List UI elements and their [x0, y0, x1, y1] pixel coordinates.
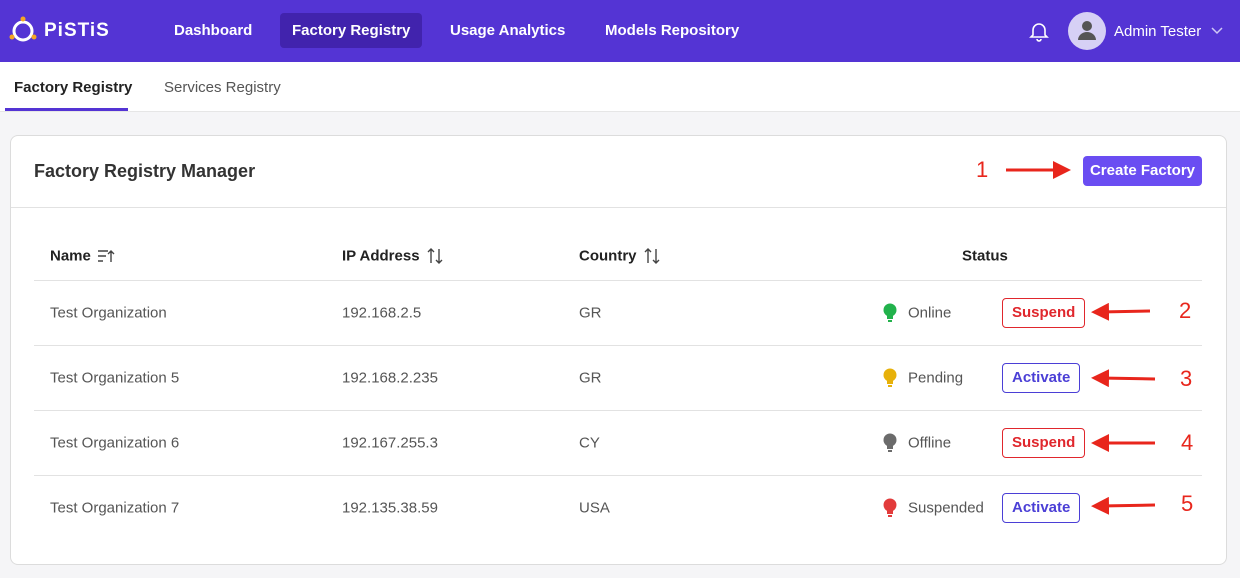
table-cell: Test Organization 6 [50, 434, 180, 452]
table-cell: 192.135.38.59 [342, 499, 438, 517]
status-icon-svg [883, 368, 897, 387]
column-header[interactable]: Country [579, 247, 637, 265]
annotation-number: 5 [1181, 491, 1194, 516]
status-icon [881, 498, 899, 523]
user-name[interactable]: Admin Tester [1114, 23, 1202, 40]
top-bar: PiSTiS Dashboard Factory Registry Usage An… [0, 0, 1240, 62]
table-cell: 192.167.255.3 [342, 434, 438, 452]
status-icon [881, 433, 899, 458]
tab[interactable]: Factory Registry [14, 79, 133, 96]
tab-underline [5, 108, 128, 111]
tab[interactable]: Services Registry [164, 79, 281, 96]
sort-icon [426, 247, 444, 270]
tab-bar: Factory Registry Services Registry [0, 62, 1240, 112]
status-icon-svg [883, 498, 897, 517]
row-divider [34, 280, 1202, 281]
column-header[interactable]: IP Address [342, 247, 420, 265]
action-button[interactable]: Activate [1002, 493, 1081, 523]
annotation-number: 4 [1181, 430, 1194, 455]
avatar[interactable] [1067, 11, 1107, 51]
status-text: Pending [908, 369, 964, 387]
nav-item[interactable]: Factory Registry [280, 13, 423, 48]
row-divider [34, 345, 1202, 346]
annotation-number: 3 [1180, 366, 1193, 391]
panel-title: Factory Registry Manager [34, 161, 256, 181]
table-cell: CY [579, 434, 600, 452]
nav-item[interactable]: Dashboard [174, 22, 253, 39]
sort-icon [97, 248, 115, 269]
panel-divider [11, 207, 1226, 208]
table-cell: GR [579, 304, 602, 322]
table-cell: Test Organization [50, 304, 167, 322]
column-header[interactable]: Name [50, 247, 91, 265]
action-button[interactable]: Activate [1002, 363, 1081, 393]
sort-icon-svg [644, 248, 660, 264]
annotation-number: 1 [976, 157, 989, 182]
sort-icon-svg [98, 250, 115, 262]
nav-item[interactable]: Usage Analytics [450, 22, 566, 39]
sort-icon [643, 247, 661, 270]
sort-icon-svg [427, 248, 443, 264]
status-text: Online [908, 304, 952, 322]
action-button[interactable]: Suspend [1002, 428, 1086, 458]
table-cell: 192.168.2.235 [342, 369, 438, 387]
table-cell: GR [579, 369, 602, 387]
status-icon [881, 303, 899, 328]
table-cell: 192.168.2.5 [342, 304, 422, 322]
create-button[interactable]: Create Factory [1083, 156, 1202, 186]
status-text: Suspended [908, 499, 984, 517]
row-divider [34, 475, 1202, 476]
nav-item[interactable]: Models Repository [605, 22, 740, 39]
status-icon-svg [883, 303, 897, 322]
status-icon [881, 368, 899, 393]
annotation-number: 2 [1179, 298, 1192, 323]
user-menu-chevron[interactable] [1211, 26, 1223, 36]
table-cell: Test Organization 7 [50, 499, 180, 517]
table-cell: USA [579, 499, 610, 517]
status-text: Offline [908, 434, 952, 452]
row-divider [34, 410, 1202, 411]
notifications-icon[interactable] [1028, 20, 1050, 42]
status-icon-svg [883, 433, 897, 452]
table-cell: Test Organization 5 [50, 369, 180, 387]
logo-icon [9, 16, 37, 42]
column-header: Status [962, 247, 1008, 265]
logo-text: PiSTiS [44, 20, 110, 41]
action-button[interactable]: Suspend [1002, 298, 1086, 328]
